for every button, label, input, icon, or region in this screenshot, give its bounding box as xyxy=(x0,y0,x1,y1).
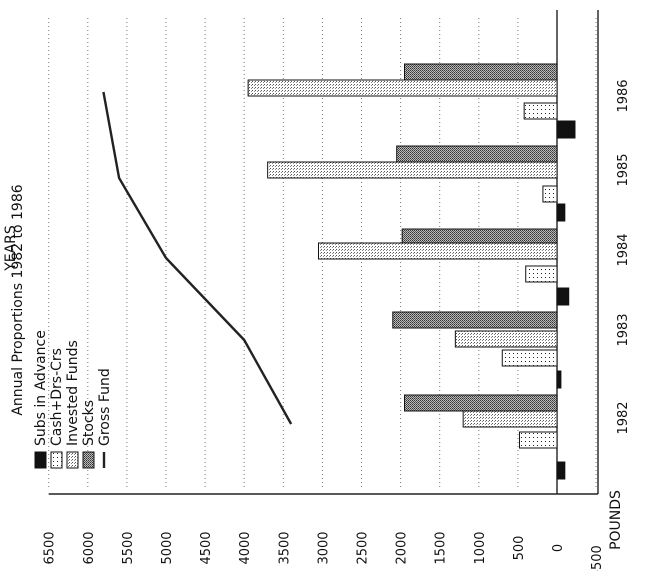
y-ticks: -500 0 500 1000 1500 2000 2500 3000 3500 4000 4500… xyxy=(43,531,605,571)
x-category-label: 1985 xyxy=(616,153,631,186)
bar xyxy=(404,394,558,412)
legend-label: Stocks xyxy=(81,400,97,446)
y-tick-label: 3000 xyxy=(316,531,331,564)
y-tick-label: 5500 xyxy=(121,531,136,564)
legend-label: Gross Fund xyxy=(97,368,113,446)
y-tick-label: 4000 xyxy=(238,531,253,564)
x-categories: 1982 1983 1984 1985 1986 xyxy=(616,79,631,434)
bar xyxy=(247,79,558,97)
x-category-label: 1982 xyxy=(616,401,631,434)
legend-swatch xyxy=(50,451,63,469)
x-category-label: 1984 xyxy=(616,233,631,266)
plot-area xyxy=(48,10,599,495)
x-axis-label: YEARS xyxy=(3,225,19,272)
bar xyxy=(523,102,558,120)
bar xyxy=(542,185,558,203)
gross-fund-line xyxy=(102,91,293,425)
bar xyxy=(556,203,566,222)
y-axis-label: POUNDS xyxy=(608,490,624,550)
bar xyxy=(556,461,566,480)
y-tick-label: 6000 xyxy=(82,531,97,564)
bar xyxy=(501,349,558,367)
bar xyxy=(396,145,558,163)
y-tick-label: 1000 xyxy=(473,531,488,564)
x-category-label: 1986 xyxy=(616,79,631,112)
bar xyxy=(317,242,558,260)
legend: Subs in Advance Cash+Drs-Crs Invested Fund… xyxy=(33,330,113,469)
legend-swatch xyxy=(66,451,79,469)
bar xyxy=(454,330,558,348)
y-tick-label: 2000 xyxy=(395,531,410,564)
legend-label: Invested Funds xyxy=(65,340,81,446)
chart-title: Annual Proportions 1982 to 1986 xyxy=(10,184,26,415)
y-tick-label: 0 xyxy=(551,544,566,552)
bar xyxy=(556,287,570,306)
bar xyxy=(525,265,558,283)
y-tick-label: -500 xyxy=(590,545,605,571)
y-tick-label: 4500 xyxy=(199,531,214,564)
y-tick-label: 500 xyxy=(512,536,527,561)
legend-swatch xyxy=(82,451,95,469)
y-tick-label: 3500 xyxy=(277,531,292,564)
x-category-label: 1983 xyxy=(616,313,631,346)
bar xyxy=(556,120,576,139)
y-tick-label: 1500 xyxy=(434,531,449,564)
bar xyxy=(518,431,558,449)
y-tick-label: 2500 xyxy=(356,531,371,564)
y-tick-label: 5000 xyxy=(160,531,175,564)
legend-label: Subs in Advance xyxy=(33,330,49,446)
bar xyxy=(392,311,558,329)
y-tick-label: 6500 xyxy=(43,531,58,564)
bar xyxy=(404,63,558,81)
bar xyxy=(462,410,558,428)
legend-swatch xyxy=(34,451,47,469)
bar xyxy=(556,370,562,389)
bar xyxy=(267,161,558,179)
legend-label: Cash+Drs-Crs xyxy=(49,348,65,446)
